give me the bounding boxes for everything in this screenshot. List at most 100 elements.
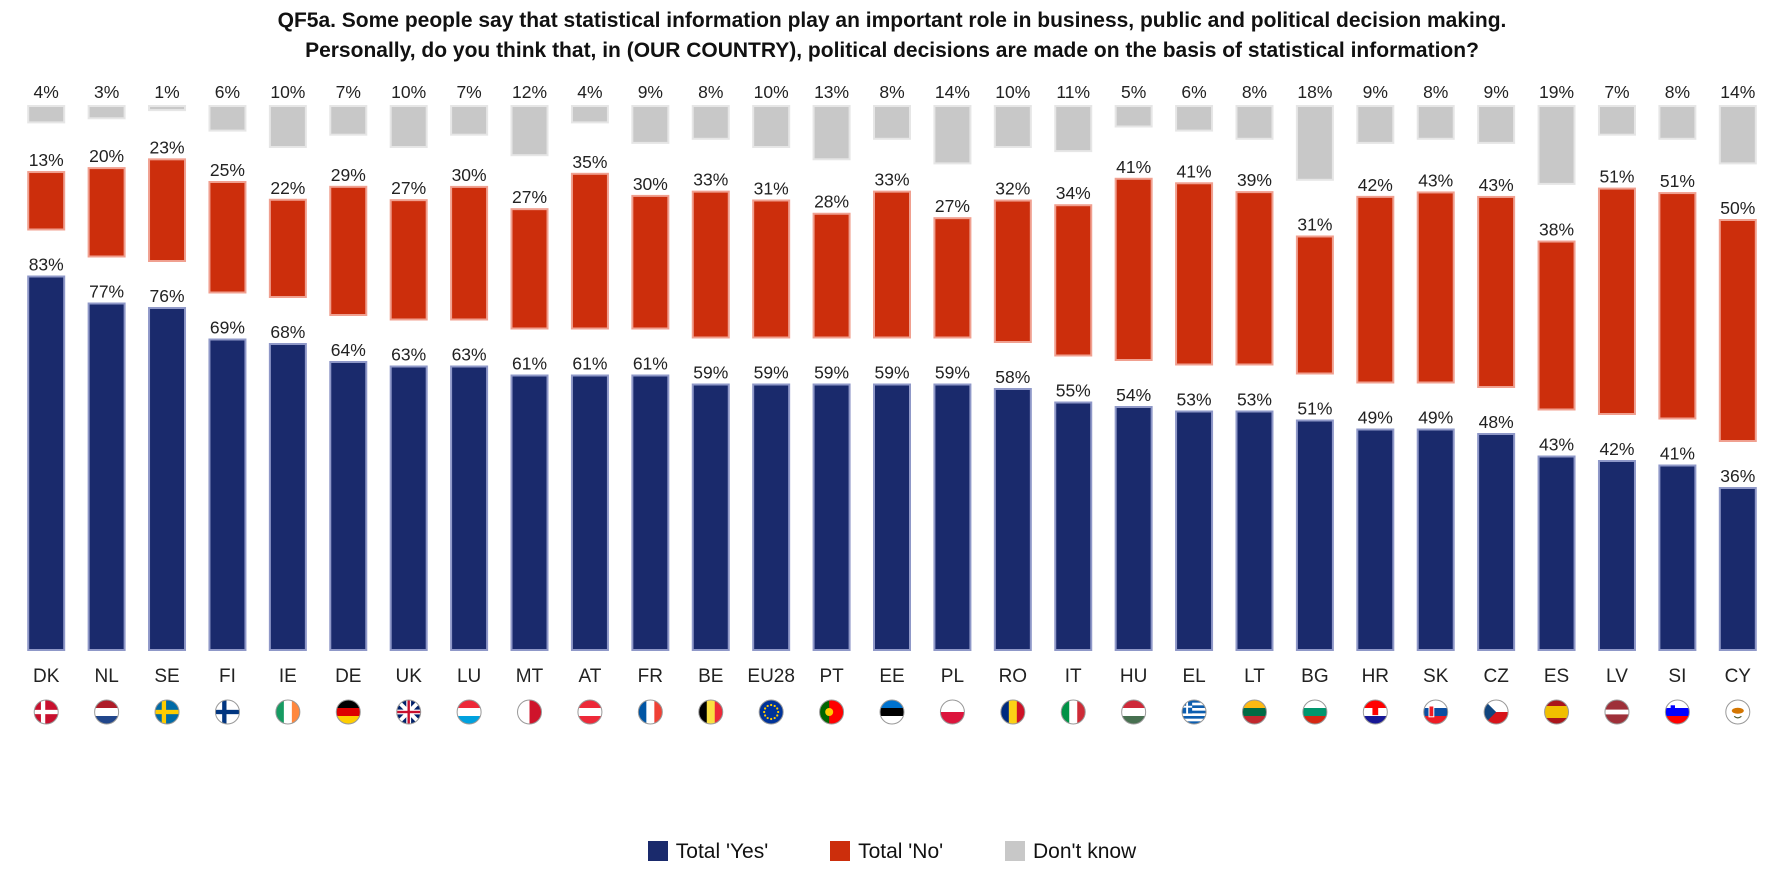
bar-no-el bbox=[1175, 182, 1214, 366]
flag-at-icon bbox=[577, 699, 603, 725]
bar-yes-nl bbox=[87, 302, 126, 651]
label-no-fr: 30% bbox=[633, 174, 668, 194]
bar-dk-nl bbox=[87, 105, 126, 120]
legend-swatch-yes bbox=[647, 841, 668, 862]
bar-dk-sk bbox=[1416, 105, 1455, 140]
bar-dk-se bbox=[148, 105, 187, 112]
bar-yes-el bbox=[1175, 410, 1214, 651]
bar-dk-ie bbox=[268, 105, 307, 148]
flag-be-icon bbox=[698, 699, 724, 725]
label-dk-eu28: 10% bbox=[754, 82, 789, 102]
label-yes-it: 55% bbox=[1056, 381, 1091, 401]
bar-yes-mt bbox=[510, 374, 549, 651]
label-no-cz: 43% bbox=[1479, 175, 1514, 195]
label-dk-dk: 4% bbox=[34, 82, 59, 102]
label-yes-dk: 83% bbox=[29, 255, 64, 275]
label-dk-pl: 14% bbox=[935, 82, 970, 102]
legend-item-no: Total 'No' bbox=[830, 840, 943, 864]
label-yes-se: 76% bbox=[150, 286, 185, 306]
label-yes-ro: 58% bbox=[995, 367, 1030, 387]
bar-dk-el bbox=[1175, 105, 1214, 132]
flag-fr-icon bbox=[637, 699, 663, 725]
category-label-fr: FR bbox=[638, 666, 663, 687]
label-no-hr: 42% bbox=[1358, 175, 1393, 195]
label-dk-se: 1% bbox=[154, 82, 179, 102]
label-dk-si: 8% bbox=[1665, 82, 1690, 102]
label-yes-lv: 42% bbox=[1599, 439, 1634, 459]
bar-dk-lt bbox=[1235, 105, 1274, 140]
label-yes-fr: 61% bbox=[633, 354, 668, 374]
label-no-lu: 30% bbox=[452, 165, 487, 185]
flag-cz-icon bbox=[1483, 699, 1509, 725]
bar-no-nl bbox=[87, 167, 126, 258]
label-dk-hr: 9% bbox=[1363, 82, 1388, 102]
bar-no-fr bbox=[631, 194, 670, 330]
bar-yes-bg bbox=[1295, 419, 1334, 651]
label-yes-eu28: 59% bbox=[754, 363, 789, 383]
category-label-eu28: EU28 bbox=[747, 666, 795, 687]
label-yes-ee: 59% bbox=[874, 363, 909, 383]
flag-lu-icon bbox=[456, 699, 482, 725]
bar-no-it bbox=[1054, 204, 1093, 357]
category-label-hr: HR bbox=[1362, 666, 1389, 687]
label-dk-pt: 13% bbox=[814, 82, 849, 102]
label-yes-si: 41% bbox=[1660, 444, 1695, 464]
label-dk-lt: 8% bbox=[1242, 82, 1267, 102]
label-dk-bg: 18% bbox=[1297, 82, 1332, 102]
label-yes-mt: 61% bbox=[512, 354, 547, 374]
flag-mt-icon bbox=[517, 699, 543, 725]
label-yes-cy: 36% bbox=[1720, 466, 1755, 486]
label-yes-pt: 59% bbox=[814, 363, 849, 383]
label-no-hu: 41% bbox=[1116, 157, 1151, 177]
chart-title: QF5a. Some people say that statistical i… bbox=[0, 6, 1784, 66]
label-yes-es: 43% bbox=[1539, 435, 1574, 455]
bar-no-lt bbox=[1235, 191, 1274, 366]
label-no-sk: 43% bbox=[1418, 170, 1453, 190]
legend: Total 'Yes' Total 'No' Don't know bbox=[0, 840, 1784, 864]
bar-yes-hr bbox=[1356, 428, 1395, 651]
bar-no-se bbox=[148, 158, 187, 262]
bar-dk-lu bbox=[450, 105, 489, 136]
bar-dk-eu28 bbox=[752, 105, 791, 148]
label-dk-es: 19% bbox=[1539, 82, 1574, 102]
label-yes-uk: 63% bbox=[391, 345, 426, 365]
label-no-ro: 32% bbox=[995, 179, 1030, 199]
bar-yes-pl bbox=[933, 383, 972, 651]
bar-yes-lu bbox=[450, 365, 489, 651]
legend-label-no: Total 'No' bbox=[858, 840, 944, 864]
label-yes-be: 59% bbox=[693, 363, 728, 383]
label-dk-ro: 10% bbox=[995, 82, 1030, 102]
category-label-sk: SK bbox=[1423, 666, 1449, 687]
label-yes-lu: 63% bbox=[452, 345, 487, 365]
category-label-ro: RO bbox=[999, 666, 1028, 687]
flag-ro-icon bbox=[1000, 699, 1026, 725]
bar-dk-hu bbox=[1114, 105, 1153, 128]
bar-yes-ie bbox=[268, 343, 307, 651]
bar-dk-si bbox=[1658, 105, 1697, 140]
chart-title-line-2: Personally, do you think that, in (OUR C… bbox=[305, 39, 1479, 62]
category-label-cy: CY bbox=[1725, 666, 1752, 687]
bar-no-dk bbox=[27, 171, 66, 231]
category-label-es: ES bbox=[1544, 666, 1569, 687]
flag-eu-icon bbox=[758, 699, 784, 725]
flag-nl-icon bbox=[94, 699, 120, 725]
label-no-el: 41% bbox=[1177, 161, 1212, 181]
flag-fi-icon bbox=[214, 699, 240, 725]
category-label-cz: CZ bbox=[1483, 666, 1509, 687]
category-label-pl: PL bbox=[941, 666, 964, 687]
label-dk-at: 4% bbox=[577, 82, 602, 102]
bar-yes-pt bbox=[812, 383, 851, 651]
bar-dk-pl bbox=[933, 105, 972, 165]
bar-no-pl bbox=[933, 217, 972, 339]
label-no-fi: 25% bbox=[210, 160, 245, 180]
category-label-hu: HU bbox=[1120, 666, 1147, 687]
bar-dk-at bbox=[570, 105, 609, 124]
label-dk-fr: 9% bbox=[638, 82, 663, 102]
flag-sk-icon bbox=[1423, 699, 1449, 725]
flag-pl-icon bbox=[939, 699, 965, 725]
label-no-at: 35% bbox=[572, 152, 607, 172]
flag-pt-icon bbox=[819, 699, 845, 725]
label-dk-ee: 8% bbox=[879, 82, 904, 102]
bar-yes-uk bbox=[389, 365, 428, 651]
flag-si-icon bbox=[1664, 699, 1690, 725]
